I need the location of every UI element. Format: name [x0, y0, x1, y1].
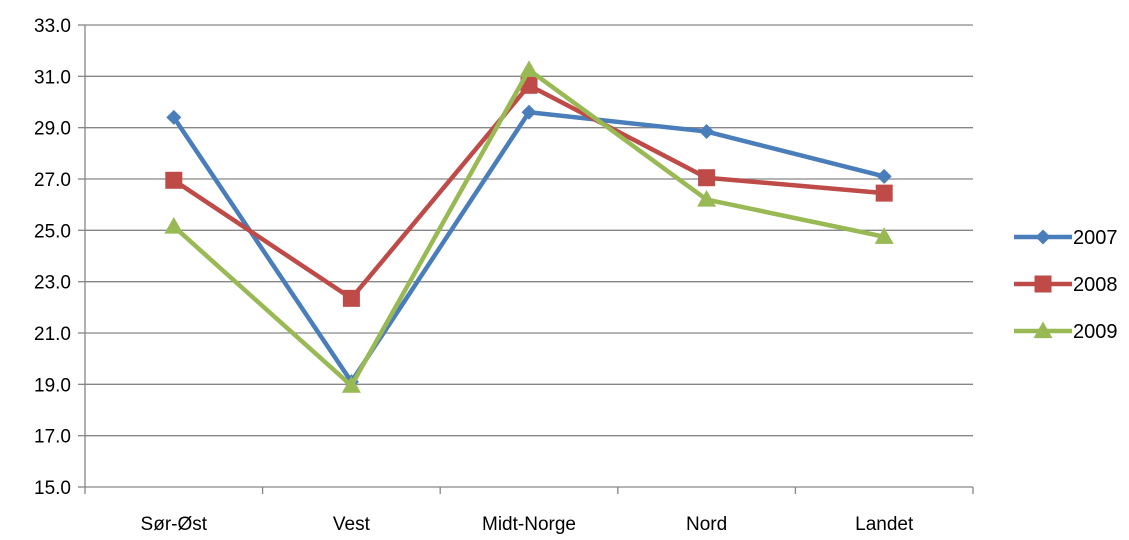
data-point-marker — [166, 109, 182, 125]
legend-item-2008: 2008 — [1014, 274, 1118, 296]
legend-label: 2009 — [1073, 321, 1118, 343]
x-tick-label: Landet — [855, 514, 914, 535]
axes — [78, 24, 974, 494]
legend-label: 2007 — [1073, 227, 1118, 249]
legend: 2007 2008 2009 — [1014, 227, 1118, 343]
y-tick-label: 27.0 — [34, 170, 71, 191]
data-point-marker — [1034, 275, 1052, 293]
series-lines — [164, 60, 894, 393]
y-tick-label: 21.0 — [34, 324, 71, 345]
data-point-marker — [875, 184, 893, 202]
x-axis-tick-labels: Sør-Øst Vest Midt-Norge Nord Landet — [141, 514, 914, 535]
y-tick-label: 33.0 — [34, 16, 71, 37]
data-point-marker — [698, 169, 716, 187]
y-tick-label: 15.0 — [34, 478, 71, 499]
series-line — [171, 110, 887, 385]
y-tick-label: 23.0 — [34, 273, 71, 294]
data-point-marker — [699, 124, 715, 140]
legend-label: 2008 — [1073, 274, 1118, 296]
x-tick-label: Sør-Øst — [141, 514, 208, 535]
data-point-marker — [521, 104, 537, 120]
data-point-marker — [1033, 321, 1053, 339]
x-tick-label: Nord — [686, 514, 727, 535]
data-point-marker — [342, 289, 360, 307]
x-tick-label: Midt-Norge — [482, 514, 576, 535]
y-tick-label: 25.0 — [34, 221, 71, 242]
data-point-marker — [519, 60, 539, 78]
y-tick-label: 31.0 — [34, 67, 71, 88]
y-tick-label: 19.0 — [34, 375, 71, 396]
legend-item-2009: 2009 — [1014, 321, 1118, 343]
y-tick-label: 29.0 — [34, 119, 71, 140]
x-tick-label: Vest — [333, 514, 371, 535]
series-2009 — [164, 60, 894, 393]
data-point-marker — [874, 227, 894, 244]
y-axis-tick-labels: 15.0 17.0 19.0 21.0 23.0 25.0 27.0 29.0 31.0 33.0 — [34, 16, 71, 499]
y-tick-label: 17.0 — [34, 427, 71, 448]
data-point-marker — [165, 171, 183, 189]
data-point-marker — [1035, 229, 1051, 245]
data-point-marker — [341, 376, 361, 393]
legend-item-2007: 2007 — [1014, 227, 1118, 249]
data-point-marker — [164, 216, 184, 234]
data-point-marker — [876, 168, 892, 184]
data-point-marker — [697, 190, 717, 207]
